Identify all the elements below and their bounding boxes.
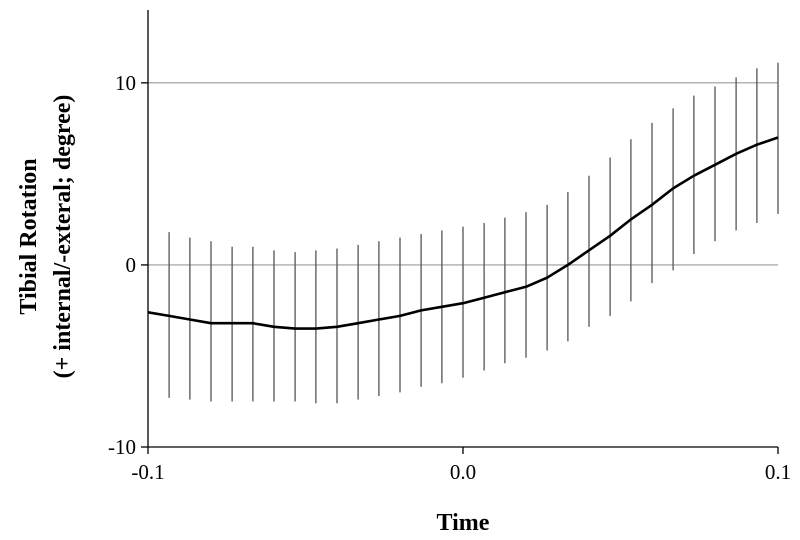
x-tick-label: 0.1 — [765, 460, 791, 484]
y-axis-title-line-2: (+ internal/-exteral; degree) — [50, 95, 76, 379]
x-tick-label: 0.0 — [450, 460, 476, 484]
y-axis-title-line-1: Tibial Rotation — [16, 158, 42, 314]
y-tick-label: 10 — [115, 71, 136, 95]
x-tick-label: -0.1 — [131, 460, 164, 484]
y-tick-label: 0 — [126, 253, 137, 277]
ticks — [141, 82, 779, 454]
y-tick-label: -10 — [108, 435, 136, 459]
mean-series-line — [147, 136, 779, 330]
tick-labels: -10 0 10 -0.1 0.0 0.1 — [108, 71, 791, 484]
error-bars — [168, 62, 779, 404]
x-axis-title: Time — [437, 510, 490, 536]
